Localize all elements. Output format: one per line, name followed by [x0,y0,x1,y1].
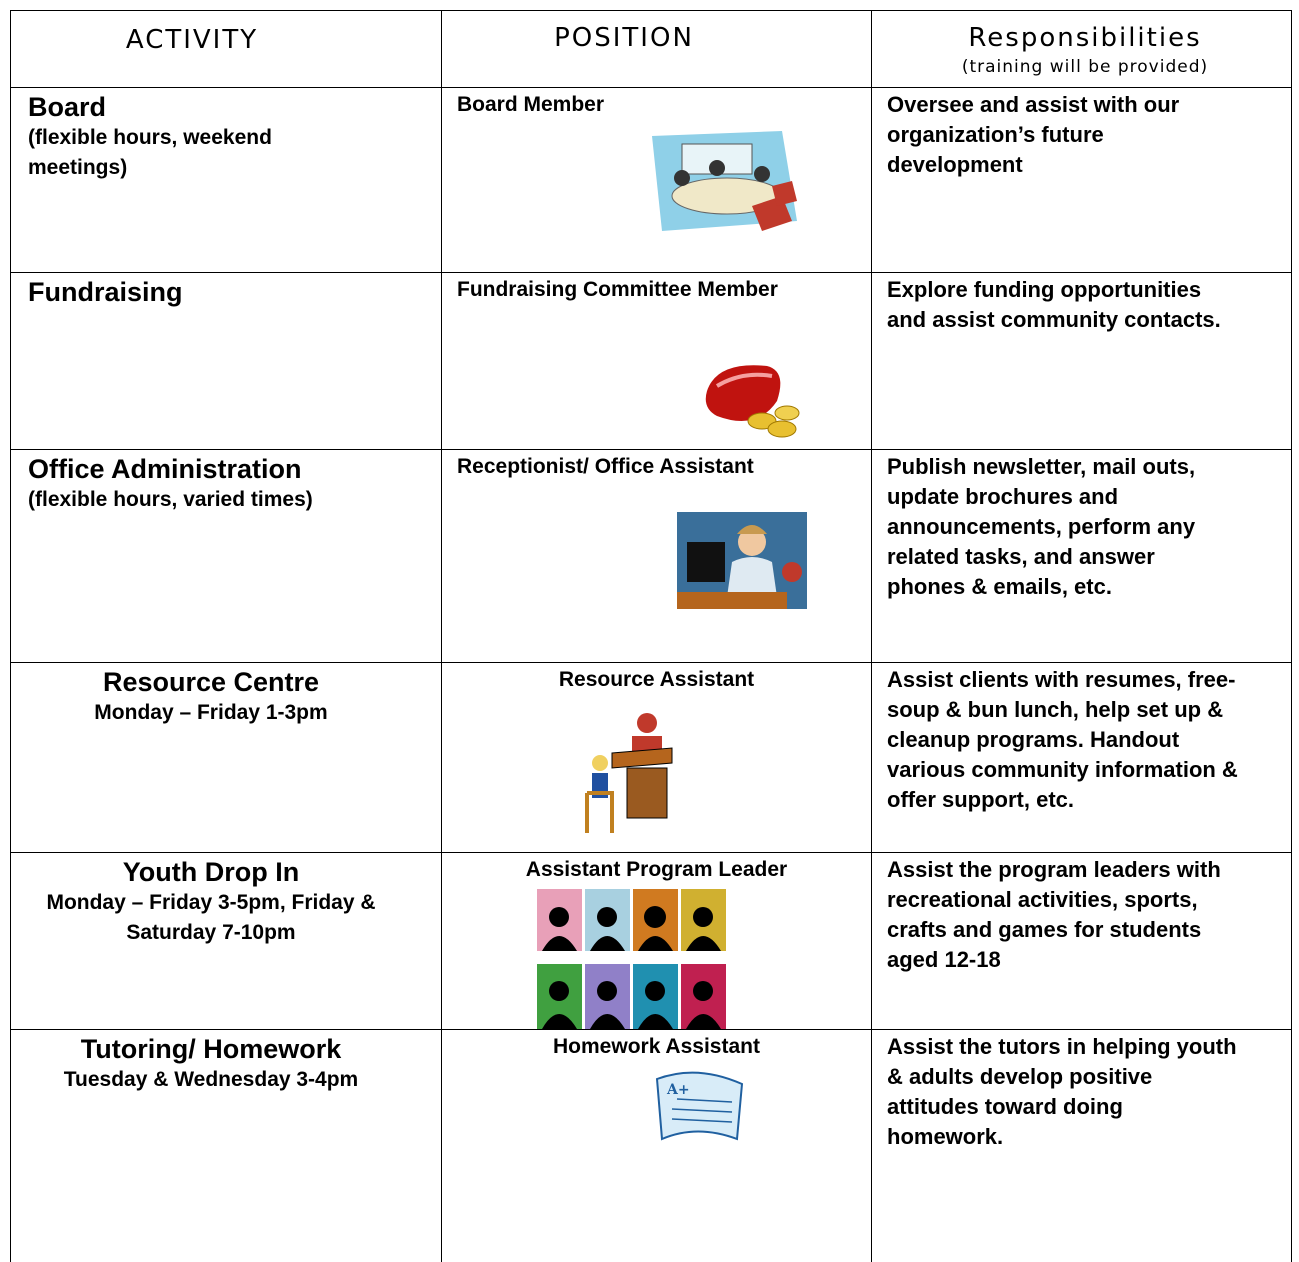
row: Board (flexible hours, weekend meetings) … [10,87,1292,273]
row: Resource Centre Monday – Friday 1-3pm Res… [10,662,1292,853]
row: Tutoring/ Homework Tuesday & Wednesday 3-… [10,1029,1292,1262]
position: Fundraising Committee Member [457,278,778,301]
responsibilities: Assist the program leaders with recreati… [887,857,1221,972]
activity-note: Monday – Friday 1-3pm [94,701,328,724]
header-note: (training will be provided) [961,57,1209,77]
homework-clipart: A+ [655,1071,744,1141]
position: Resource Assistant [558,668,755,691]
responsibilities: Assist the tutors in helping youth & adu… [887,1034,1237,1149]
receptionist-photo [677,512,807,609]
responsibilities: Oversee and assist with our organization… [887,92,1180,177]
activity-note: (flexible hours, varied times) [28,488,313,511]
activity-note: (flexible hours, weekend meetings) [28,126,272,179]
activity: Tutoring/ Homework [80,1034,342,1064]
position: Board Member [457,93,605,116]
row: Youth Drop In Monday – Friday 3-5pm, Frid… [10,852,1292,1030]
responsibilities: Explore funding opportunities and assist… [887,277,1221,332]
silhouettes [537,889,726,1029]
desk-clipart [585,713,673,833]
volunteer-table: ACTIVITY POSITION Responsibilities (train… [10,10,1292,1262]
row: Fundraising Fundraising Committee Member… [10,272,1292,450]
meeting-clipart [652,131,797,231]
responsibilities: Publish newsletter, mail outs, update br… [887,454,1196,599]
header-cell: POSITION [554,23,694,53]
activity-note: Monday – Friday 3-5pm, Friday & Saturday… [46,891,376,944]
activity: Youth Drop In [122,857,300,887]
position: Homework Assistant [553,1035,760,1058]
activity: Office Administration [28,454,302,484]
activity-note: Tuesday & Wednesday 3-4pm [63,1068,359,1091]
position: Receptionist/ Office Assistant [457,455,754,478]
header-cell: ACTIVITY [125,25,259,55]
responsibilities: Assist clients with resumes, free-soup &… [887,667,1238,812]
svg-text:A+: A+ [666,1082,690,1098]
row: Office Administration (flexible hours, va… [10,449,1292,663]
activity: Resource Centre [102,667,320,697]
activity: Board [28,92,107,122]
position: Assistant Program Leader [525,858,788,881]
purse-clipart [705,365,800,438]
activity: Fundraising [28,277,183,307]
header-cell: Responsibilities [968,23,1202,53]
header-row: ACTIVITY POSITION Responsibilities (train… [10,10,1292,88]
